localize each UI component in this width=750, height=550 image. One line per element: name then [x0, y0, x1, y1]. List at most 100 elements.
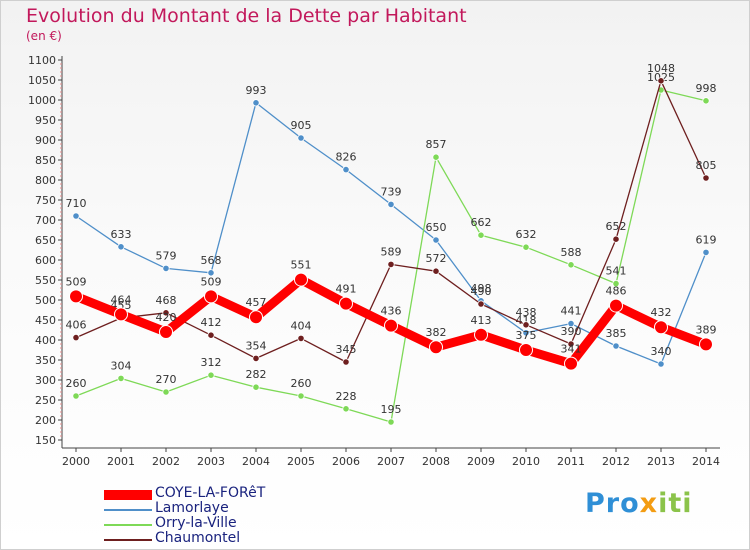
data-label-chaumontel: 438	[516, 306, 537, 319]
data-point-coye-la-for-t	[654, 320, 668, 335]
data-point-coye-la-for-t	[699, 337, 713, 352]
data-label-orry-la-ville: 260	[291, 377, 312, 390]
data-label-lamorlaye: 441	[561, 305, 582, 318]
data-point-lamorlaye	[522, 329, 530, 337]
data-point-lamorlaye	[387, 200, 395, 208]
y-tick-label: 800	[35, 174, 56, 187]
data-label-lamorlaye: 619	[696, 233, 717, 246]
legend-swatch-chaumontel	[104, 532, 152, 548]
data-point-coye-la-for-t	[384, 318, 398, 333]
data-label-chaumontel: 468	[156, 294, 177, 307]
data-point-orry-la-ville	[477, 231, 485, 239]
legend-line	[104, 524, 152, 526]
data-point-orry-la-ville	[162, 388, 170, 396]
data-label-orry-la-ville: 632	[516, 228, 537, 241]
data-point-chaumontel	[387, 260, 395, 268]
proxiti-logo: Proxiti	[585, 488, 693, 519]
data-point-orry-la-ville	[567, 261, 575, 269]
legend-label-lamorlaye: Lamorlaye	[155, 500, 229, 516]
x-tick-label: 2000	[62, 455, 90, 468]
data-point-lamorlaye	[252, 99, 260, 107]
data-label-coye-la-for-t: 457	[246, 296, 267, 309]
data-point-orry-la-ville	[297, 392, 305, 400]
data-label-lamorlaye: 418	[516, 314, 537, 327]
data-point-chaumontel	[522, 321, 530, 329]
data-point-lamorlaye	[612, 342, 620, 350]
data-point-lamorlaye	[207, 269, 215, 277]
data-label-coye-la-for-t: 464	[111, 293, 132, 306]
data-point-lamorlaye	[117, 243, 125, 251]
x-tick-label: 2002	[152, 455, 180, 468]
data-label-lamorlaye: 826	[336, 151, 357, 164]
data-label-coye-la-for-t: 389	[696, 323, 717, 336]
data-point-chaumontel	[567, 340, 575, 348]
y-tick-label: 650	[35, 234, 56, 247]
data-label-orry-la-ville: 662	[471, 216, 492, 229]
data-point-orry-la-ville	[72, 392, 80, 400]
y-tick-label: 700	[35, 214, 56, 227]
data-point-orry-la-ville	[702, 97, 710, 105]
data-point-coye-la-for-t	[519, 343, 533, 357]
y-tick-label: 1100	[28, 54, 56, 67]
y-tick-label: 950	[35, 114, 56, 127]
data-point-lamorlaye	[342, 166, 350, 174]
y-tick-label: 150	[35, 434, 56, 447]
y-tick-label: 900	[35, 134, 56, 147]
data-label-chaumontel: 572	[426, 252, 447, 265]
chart-title: Evolution du Montant de la Dette par Hab…	[26, 5, 467, 27]
chart-unit-label: (en €)	[26, 29, 62, 43]
data-label-coye-la-for-t: 413	[471, 314, 492, 327]
data-label-lamorlaye: 340	[651, 345, 672, 358]
legend-label-coye: COYE-LA-FORêT	[155, 485, 266, 501]
data-label-lamorlaye: 498	[471, 282, 492, 295]
data-point-coye-la-for-t	[159, 325, 173, 339]
data-label-chaumontel: 390	[561, 325, 582, 338]
data-label-orry-la-ville: 270	[156, 373, 177, 386]
data-label-orry-la-ville: 260	[66, 377, 87, 390]
x-tick-label: 2005	[287, 455, 315, 468]
data-label-lamorlaye: 993	[246, 84, 267, 97]
data-label-orry-la-ville: 195	[381, 403, 402, 416]
y-tick-label: 450	[35, 314, 56, 327]
legend-line	[104, 539, 152, 541]
data-point-lamorlaye	[567, 319, 575, 328]
data-label-coye-la-for-t: 420	[156, 311, 177, 324]
data-point-chaumontel	[72, 333, 80, 342]
y-tick-label: 500	[35, 294, 56, 307]
data-label-chaumontel: 490	[471, 285, 492, 298]
data-point-chaumontel	[162, 309, 170, 317]
legend-line	[104, 490, 152, 500]
x-tick-label: 2004	[242, 455, 270, 468]
legend-label-chaumontel: Chaumontel	[155, 530, 241, 546]
x-tick-label: 2008	[422, 455, 450, 468]
data-point-chaumontel	[477, 300, 485, 308]
data-point-coye-la-for-t	[294, 272, 308, 287]
x-tick-label: 2001	[107, 455, 135, 468]
y-tick-label: 350	[35, 354, 56, 367]
x-tick-label: 2010	[512, 455, 540, 468]
data-label-orry-la-ville: 282	[246, 368, 267, 381]
legend-swatch-lamorlaye	[104, 502, 152, 518]
legend-line	[104, 509, 152, 511]
data-point-coye-la-for-t	[114, 307, 128, 322]
y-tick-label: 750	[35, 194, 56, 207]
data-label-chaumontel: 652	[606, 220, 627, 233]
data-point-chaumontel	[657, 77, 665, 85]
data-label-lamorlaye: 568	[201, 254, 222, 267]
y-tick-label: 250	[35, 394, 56, 407]
data-point-coye-la-for-t	[69, 289, 83, 304]
x-tick-label: 2006	[332, 455, 360, 468]
data-point-lamorlaye	[162, 264, 170, 272]
data-point-chaumontel	[612, 235, 620, 243]
data-label-chaumontel: 412	[201, 316, 222, 329]
data-point-coye-la-for-t	[249, 310, 263, 325]
data-point-orry-la-ville	[612, 279, 620, 288]
data-label-coye-la-for-t: 436	[381, 305, 402, 318]
x-tick-label: 2014	[692, 455, 720, 468]
data-label-coye-la-for-t: 486	[606, 285, 627, 298]
data-point-orry-la-ville	[342, 405, 350, 413]
data-point-orry-la-ville	[117, 374, 125, 382]
y-tick-label: 1050	[28, 74, 56, 87]
